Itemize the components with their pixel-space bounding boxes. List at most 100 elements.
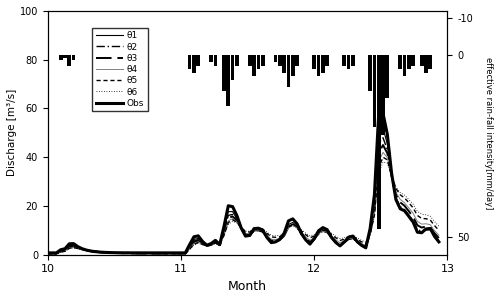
θ1: [277, 238, 283, 242]
Bar: [261, 55, 264, 65]
θ5: [45, 252, 51, 256]
Obs: [372, 193, 378, 196]
θ4: [372, 212, 378, 215]
θ6: [350, 234, 356, 237]
θ3: [277, 238, 283, 241]
θ1: [45, 252, 51, 255]
θ5: [380, 155, 386, 159]
θ6: [354, 236, 360, 240]
θ2: [45, 252, 51, 255]
θ5: [354, 238, 360, 241]
Bar: [188, 55, 192, 69]
Bar: [72, 55, 76, 60]
Bar: [214, 55, 218, 65]
θ2: [372, 205, 378, 209]
Obs: [358, 244, 364, 247]
Bar: [326, 55, 329, 65]
Bar: [321, 55, 324, 73]
θ6: [358, 238, 364, 242]
Bar: [342, 55, 346, 65]
θ3: [380, 143, 386, 147]
Bar: [68, 55, 71, 65]
θ1: [380, 126, 386, 130]
Line: θ4: θ4: [48, 152, 439, 254]
Bar: [398, 55, 402, 69]
θ2: [354, 241, 360, 244]
θ6: [332, 234, 338, 238]
Obs: [277, 237, 283, 241]
Bar: [347, 55, 350, 69]
θ3: [358, 243, 364, 246]
θ4: [350, 236, 356, 240]
Bar: [59, 55, 62, 60]
Obs: [354, 240, 360, 243]
Bar: [252, 55, 256, 76]
Legend: θ1, θ2, θ3, θ4, θ5, θ6, Obs: θ1, θ2, θ3, θ4, θ5, θ6, Obs: [92, 28, 148, 111]
Bar: [278, 55, 281, 65]
θ1: [358, 244, 364, 248]
Y-axis label: Discharge [m³/s]: Discharge [m³/s]: [7, 89, 17, 176]
Obs: [380, 112, 386, 115]
Bar: [316, 55, 320, 76]
Bar: [428, 55, 432, 69]
θ4: [354, 239, 360, 243]
θ3: [436, 236, 442, 240]
θ5: [436, 229, 442, 232]
θ5: [372, 213, 378, 217]
Line: θ3: θ3: [48, 145, 439, 254]
Line: θ2: θ2: [48, 138, 439, 254]
Bar: [411, 55, 415, 65]
Bar: [235, 55, 238, 65]
Line: Obs: Obs: [48, 113, 439, 253]
Bar: [402, 55, 406, 76]
θ5: [332, 236, 338, 240]
Obs: [45, 251, 51, 255]
θ6: [436, 224, 442, 228]
Bar: [192, 55, 196, 73]
Bar: [231, 55, 234, 80]
Bar: [351, 55, 355, 65]
Bar: [222, 55, 226, 91]
θ4: [358, 242, 364, 245]
θ1: [372, 200, 378, 204]
Line: θ5: θ5: [48, 157, 439, 254]
X-axis label: Month: Month: [228, 280, 267, 293]
Bar: [226, 55, 230, 106]
Line: θ1: θ1: [48, 128, 439, 254]
θ4: [45, 252, 51, 256]
Obs: [332, 241, 338, 244]
θ3: [350, 236, 356, 240]
θ6: [45, 252, 51, 256]
θ2: [358, 244, 364, 247]
θ5: [350, 235, 356, 238]
θ1: [332, 241, 338, 245]
Bar: [381, 55, 385, 135]
Bar: [386, 55, 389, 98]
θ2: [332, 241, 338, 244]
θ3: [332, 239, 338, 243]
Bar: [274, 55, 278, 62]
θ2: [380, 136, 386, 140]
Bar: [312, 55, 316, 69]
Bar: [256, 55, 260, 69]
Bar: [286, 55, 290, 87]
θ5: [277, 235, 283, 238]
Bar: [63, 55, 67, 58]
θ3: [372, 208, 378, 212]
Bar: [291, 55, 294, 76]
Obs: [436, 240, 442, 244]
θ1: [354, 241, 360, 244]
Bar: [210, 55, 213, 62]
Bar: [377, 55, 380, 229]
Bar: [282, 55, 286, 73]
θ6: [372, 214, 378, 218]
Bar: [368, 55, 372, 91]
θ3: [45, 252, 51, 255]
θ1: [436, 240, 442, 244]
θ6: [380, 160, 386, 164]
Bar: [196, 55, 200, 65]
θ2: [436, 239, 442, 242]
θ4: [436, 233, 442, 237]
θ5: [358, 240, 364, 244]
Line: θ6: θ6: [48, 162, 439, 254]
